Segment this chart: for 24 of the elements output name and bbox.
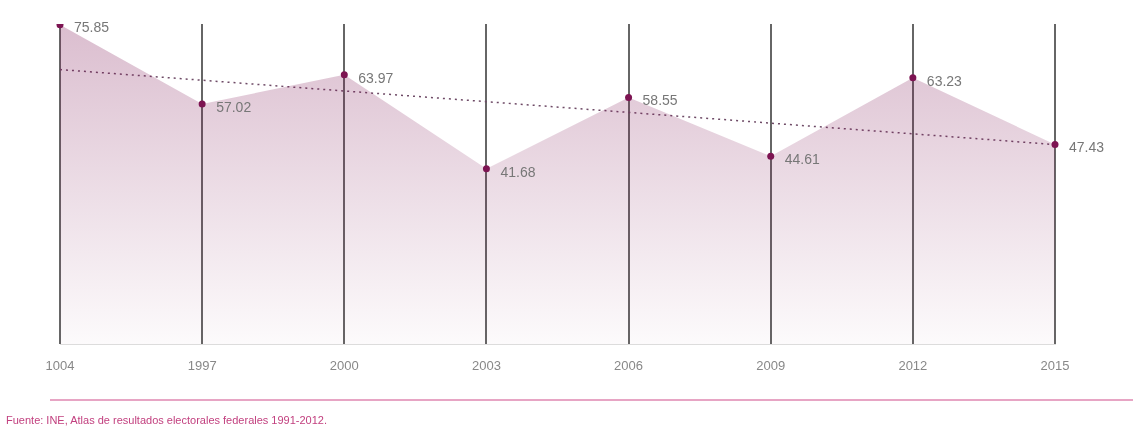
x-tick-label: 2015 xyxy=(1040,357,1070,373)
data-label: 47.43 xyxy=(1069,139,1105,156)
point xyxy=(482,165,490,173)
point xyxy=(198,100,206,108)
point xyxy=(767,152,775,160)
point xyxy=(625,94,633,102)
x-tick-label: 2012 xyxy=(898,357,928,373)
data-label: 63.23 xyxy=(926,72,963,89)
x-tick-label: 2003 xyxy=(471,357,501,373)
x-tick-label: 1004 xyxy=(45,357,75,373)
x-tick-label: 2006 xyxy=(614,357,644,373)
data-label: 63.97 xyxy=(358,69,394,86)
data-label: 44.61 xyxy=(784,151,820,168)
x-tick-label: 1997 xyxy=(187,357,217,373)
data-label: 75.85 xyxy=(74,19,110,36)
source-note: Fuente: INE, Atlas de resultados electorales federales 1991-2012. xyxy=(6,414,328,426)
data-label: 41.68 xyxy=(500,163,536,180)
data-label: 57.02 xyxy=(216,98,252,115)
data-label: 58.55 xyxy=(642,92,678,109)
point xyxy=(340,71,348,79)
x-tick-label: 2009 xyxy=(756,357,786,373)
point xyxy=(909,74,917,82)
x-tick-label: 2000 xyxy=(329,357,359,373)
point xyxy=(1051,140,1059,148)
